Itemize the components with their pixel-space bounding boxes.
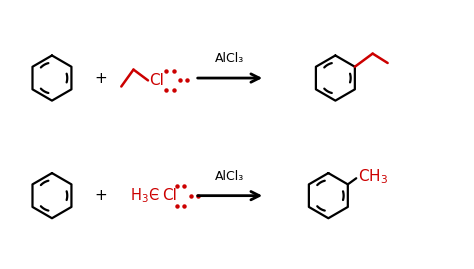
Text: +: + [95, 70, 108, 86]
Text: CH$_3$: CH$_3$ [358, 168, 388, 186]
Text: –: – [151, 187, 158, 202]
Text: Cl: Cl [149, 73, 164, 88]
Text: +: + [95, 188, 108, 203]
Text: H$_3$C: H$_3$C [130, 186, 160, 205]
Text: AlCl₃: AlCl₃ [215, 170, 245, 183]
Text: AlCl₃: AlCl₃ [215, 52, 245, 65]
Text: Cl: Cl [162, 188, 177, 203]
